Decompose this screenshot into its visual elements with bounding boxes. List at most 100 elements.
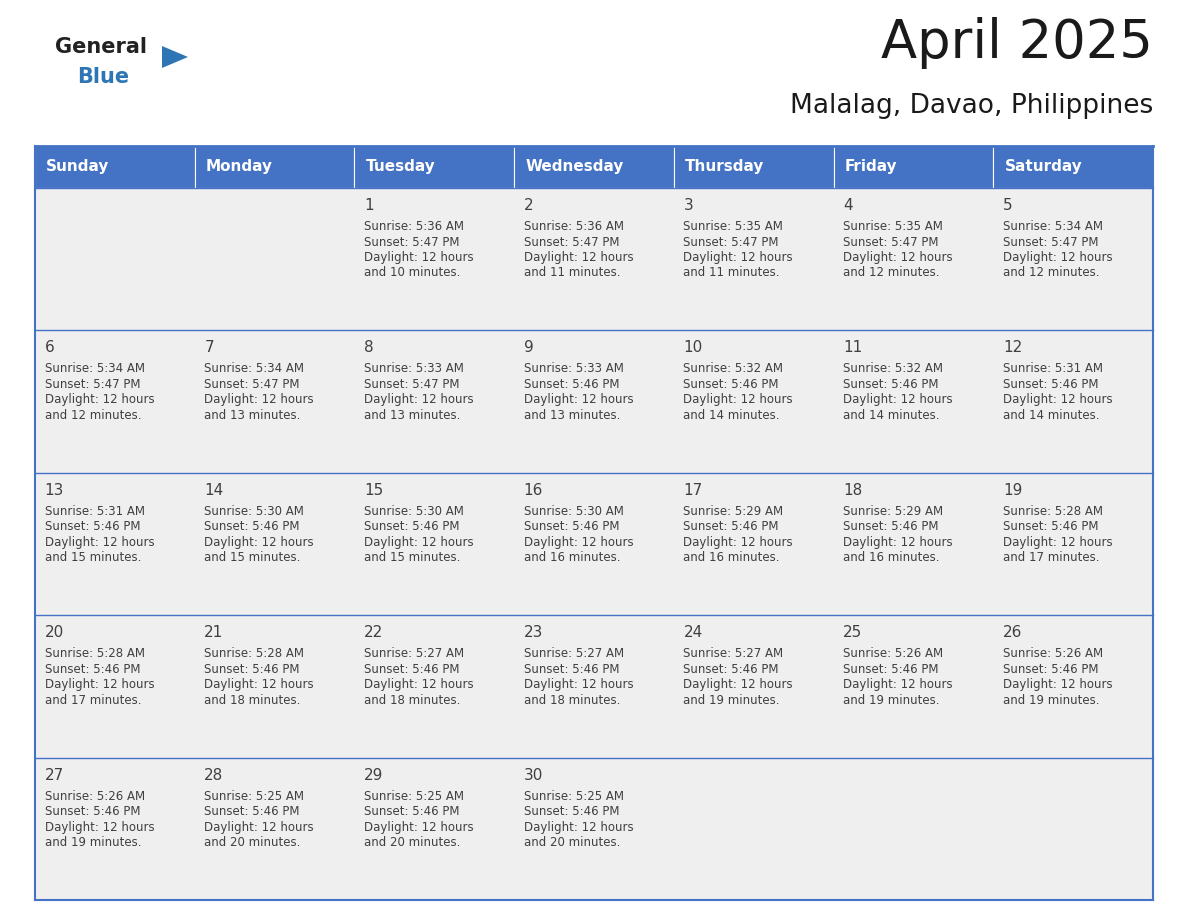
Text: Sunset: 5:47 PM: Sunset: 5:47 PM	[1003, 236, 1099, 249]
Text: and 17 minutes.: and 17 minutes.	[45, 694, 141, 707]
FancyBboxPatch shape	[354, 473, 514, 615]
Text: and 18 minutes.: and 18 minutes.	[524, 694, 620, 707]
Text: and 11 minutes.: and 11 minutes.	[683, 266, 781, 279]
FancyBboxPatch shape	[674, 473, 834, 615]
Text: Sunset: 5:46 PM: Sunset: 5:46 PM	[524, 521, 619, 533]
Text: 17: 17	[683, 483, 702, 498]
FancyBboxPatch shape	[195, 757, 354, 900]
Text: Daylight: 12 hours: Daylight: 12 hours	[204, 678, 314, 691]
Text: Daylight: 12 hours: Daylight: 12 hours	[524, 536, 633, 549]
Text: 23: 23	[524, 625, 543, 640]
Text: and 18 minutes.: and 18 minutes.	[364, 694, 461, 707]
Text: Daylight: 12 hours: Daylight: 12 hours	[45, 394, 154, 407]
Text: and 19 minutes.: and 19 minutes.	[683, 694, 781, 707]
Text: 20: 20	[45, 625, 64, 640]
Text: and 13 minutes.: and 13 minutes.	[364, 409, 461, 422]
Text: Thursday: Thursday	[685, 160, 764, 174]
FancyBboxPatch shape	[993, 188, 1154, 330]
Text: Sunset: 5:46 PM: Sunset: 5:46 PM	[45, 663, 140, 676]
FancyBboxPatch shape	[195, 330, 354, 473]
Text: 2: 2	[524, 198, 533, 213]
Text: 8: 8	[364, 341, 374, 355]
Text: Sunrise: 5:31 AM: Sunrise: 5:31 AM	[1003, 363, 1102, 375]
Text: Friday: Friday	[845, 160, 897, 174]
FancyBboxPatch shape	[674, 615, 834, 757]
Text: Sunrise: 5:33 AM: Sunrise: 5:33 AM	[524, 363, 624, 375]
Text: 29: 29	[364, 767, 384, 783]
FancyBboxPatch shape	[514, 330, 674, 473]
Text: Sunrise: 5:34 AM: Sunrise: 5:34 AM	[204, 363, 304, 375]
Text: Sunset: 5:46 PM: Sunset: 5:46 PM	[204, 663, 299, 676]
Text: and 14 minutes.: and 14 minutes.	[843, 409, 940, 422]
Text: Malalag, Davao, Philippines: Malalag, Davao, Philippines	[790, 93, 1154, 119]
FancyBboxPatch shape	[514, 473, 674, 615]
Text: Sunrise: 5:26 AM: Sunrise: 5:26 AM	[1003, 647, 1102, 660]
Text: April 2025: April 2025	[881, 17, 1154, 69]
Text: Sunrise: 5:27 AM: Sunrise: 5:27 AM	[524, 647, 624, 660]
Text: Sunset: 5:46 PM: Sunset: 5:46 PM	[45, 521, 140, 533]
Text: Daylight: 12 hours: Daylight: 12 hours	[1003, 536, 1112, 549]
FancyBboxPatch shape	[34, 146, 195, 188]
Text: 4: 4	[843, 198, 853, 213]
Text: Daylight: 12 hours: Daylight: 12 hours	[843, 251, 953, 264]
Text: Monday: Monday	[206, 160, 273, 174]
Text: Sunrise: 5:29 AM: Sunrise: 5:29 AM	[683, 505, 784, 518]
Text: Sunrise: 5:29 AM: Sunrise: 5:29 AM	[843, 505, 943, 518]
Text: Sunset: 5:47 PM: Sunset: 5:47 PM	[204, 378, 299, 391]
Text: Sunset: 5:47 PM: Sunset: 5:47 PM	[364, 378, 460, 391]
Text: and 15 minutes.: and 15 minutes.	[45, 552, 141, 565]
Text: 10: 10	[683, 341, 702, 355]
FancyBboxPatch shape	[993, 757, 1154, 900]
Text: Sunrise: 5:25 AM: Sunrise: 5:25 AM	[364, 789, 465, 802]
Text: Sunrise: 5:30 AM: Sunrise: 5:30 AM	[364, 505, 463, 518]
Text: Sunrise: 5:30 AM: Sunrise: 5:30 AM	[524, 505, 624, 518]
Text: Sunset: 5:46 PM: Sunset: 5:46 PM	[843, 378, 939, 391]
Text: Daylight: 12 hours: Daylight: 12 hours	[524, 394, 633, 407]
Text: Sunrise: 5:32 AM: Sunrise: 5:32 AM	[843, 363, 943, 375]
FancyBboxPatch shape	[354, 757, 514, 900]
FancyBboxPatch shape	[195, 615, 354, 757]
Text: Sunrise: 5:30 AM: Sunrise: 5:30 AM	[204, 505, 304, 518]
Text: 3: 3	[683, 198, 693, 213]
Text: Sunset: 5:46 PM: Sunset: 5:46 PM	[364, 663, 460, 676]
Text: Daylight: 12 hours: Daylight: 12 hours	[364, 678, 474, 691]
FancyBboxPatch shape	[34, 473, 195, 615]
Text: Sunset: 5:46 PM: Sunset: 5:46 PM	[524, 663, 619, 676]
Text: Sunset: 5:47 PM: Sunset: 5:47 PM	[843, 236, 939, 249]
Text: Daylight: 12 hours: Daylight: 12 hours	[364, 536, 474, 549]
Text: and 11 minutes.: and 11 minutes.	[524, 266, 620, 279]
Text: Sunrise: 5:31 AM: Sunrise: 5:31 AM	[45, 505, 145, 518]
FancyBboxPatch shape	[993, 473, 1154, 615]
Text: Daylight: 12 hours: Daylight: 12 hours	[204, 821, 314, 834]
Text: and 20 minutes.: and 20 minutes.	[524, 836, 620, 849]
FancyBboxPatch shape	[34, 330, 195, 473]
Text: 24: 24	[683, 625, 702, 640]
Text: 28: 28	[204, 767, 223, 783]
Text: and 19 minutes.: and 19 minutes.	[843, 694, 940, 707]
FancyBboxPatch shape	[514, 146, 674, 188]
FancyBboxPatch shape	[195, 146, 354, 188]
Text: Daylight: 12 hours: Daylight: 12 hours	[45, 536, 154, 549]
Text: Sunset: 5:46 PM: Sunset: 5:46 PM	[364, 805, 460, 818]
Text: Daylight: 12 hours: Daylight: 12 hours	[45, 678, 154, 691]
Text: 27: 27	[45, 767, 64, 783]
Text: and 16 minutes.: and 16 minutes.	[524, 552, 620, 565]
FancyBboxPatch shape	[834, 146, 993, 188]
Text: Daylight: 12 hours: Daylight: 12 hours	[683, 536, 794, 549]
Text: 9: 9	[524, 341, 533, 355]
Text: Sunset: 5:46 PM: Sunset: 5:46 PM	[204, 521, 299, 533]
Text: and 14 minutes.: and 14 minutes.	[1003, 409, 1099, 422]
FancyBboxPatch shape	[354, 615, 514, 757]
Text: Daylight: 12 hours: Daylight: 12 hours	[1003, 678, 1112, 691]
Text: and 18 minutes.: and 18 minutes.	[204, 694, 301, 707]
Text: Sunset: 5:46 PM: Sunset: 5:46 PM	[1003, 521, 1099, 533]
Text: Sunrise: 5:33 AM: Sunrise: 5:33 AM	[364, 363, 463, 375]
Text: Wednesday: Wednesday	[525, 160, 624, 174]
Text: Sunset: 5:46 PM: Sunset: 5:46 PM	[364, 521, 460, 533]
Text: Daylight: 12 hours: Daylight: 12 hours	[524, 821, 633, 834]
Text: Daylight: 12 hours: Daylight: 12 hours	[364, 251, 474, 264]
Text: 15: 15	[364, 483, 384, 498]
FancyBboxPatch shape	[993, 330, 1154, 473]
Text: 11: 11	[843, 341, 862, 355]
Text: and 20 minutes.: and 20 minutes.	[364, 836, 461, 849]
